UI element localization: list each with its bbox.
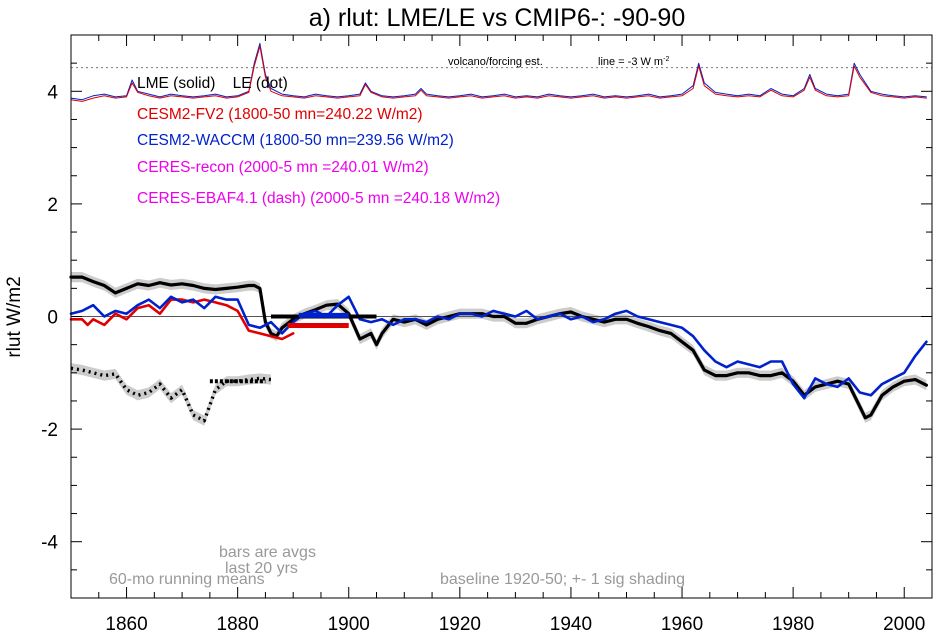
chart-title: a) rlut: LME/LE vs CMIP6-: -90-90 [309,4,686,32]
series-line-waccm [69,295,928,400]
bars-note-line1: bars are avgs [219,544,316,561]
x-tick-label: 1920 [439,614,481,635]
x-tick-label: 1900 [328,614,370,635]
baseline-note: baseline 1920-50; +- 1 sig shading [440,571,685,588]
axes: 1860 1880 1900 1920 1940 1960 1980 2000 -4 -2 0 2 4 [41,34,933,635]
legend-entry-lme-le: LME (solid) LE (dot) [137,75,288,92]
y-tick-label: 2 [47,195,58,216]
bars-note-line2: last 20 yrs [225,560,298,577]
x-tick-label: 1960 [661,614,703,635]
series-line-fv2 [69,298,295,341]
x-tick-label: 1880 [217,614,259,635]
series-line-le [70,366,272,423]
average-bars [209,312,377,384]
forcing-line-note: line = -3 W m-2 [598,56,669,68]
legend-entry-ceres-recon: CERES-recon (2000-5 mn =240.01 W/m2) [137,159,429,176]
x-tick-label: 1860 [105,614,147,635]
x-tick-label: 2000 [883,614,925,635]
legend-entry-ceres-ebaf: CERES-EBAF4.1 (dash) (2000-5 mn =240.18 … [137,190,500,207]
shading-band-lme [71,272,927,423]
sigma-shading [71,272,927,426]
y-tick-label: 4 [47,82,58,103]
legend-entry-waccm: CESM2-WACCM (1800-50 mn=239.56 W/m2) [137,132,454,149]
volcano-note: volcano/forcing est. [448,56,543,68]
forcing-line-note-sup: -2 [663,56,669,63]
y-axis-label: rlut W/m2 [4,276,25,357]
series-line-lme [69,275,929,420]
x-tick-label: 1940 [550,614,592,635]
x-tick-label: 1980 [772,614,814,635]
forcing-line-note-text: line = -3 W m [598,56,663,68]
series-line-rlut_top_lme [70,42,927,101]
legend: LME (solid) LE (dot) CESM2-FV2 (1800-50 … [137,75,500,207]
legend-entry-fv2: CESM2-FV2 (1800-50 mn=240.22 W/m2) [137,106,423,123]
running-means-note: 60-mo running means [109,571,265,588]
y-tick-label: -2 [41,420,58,441]
y-tick-label: 0 [47,308,58,329]
y-tick-label: -4 [41,533,58,554]
shading-band-le [71,363,271,426]
series-line-rlut_top_fv2 [70,45,927,102]
series-lines [69,42,929,423]
